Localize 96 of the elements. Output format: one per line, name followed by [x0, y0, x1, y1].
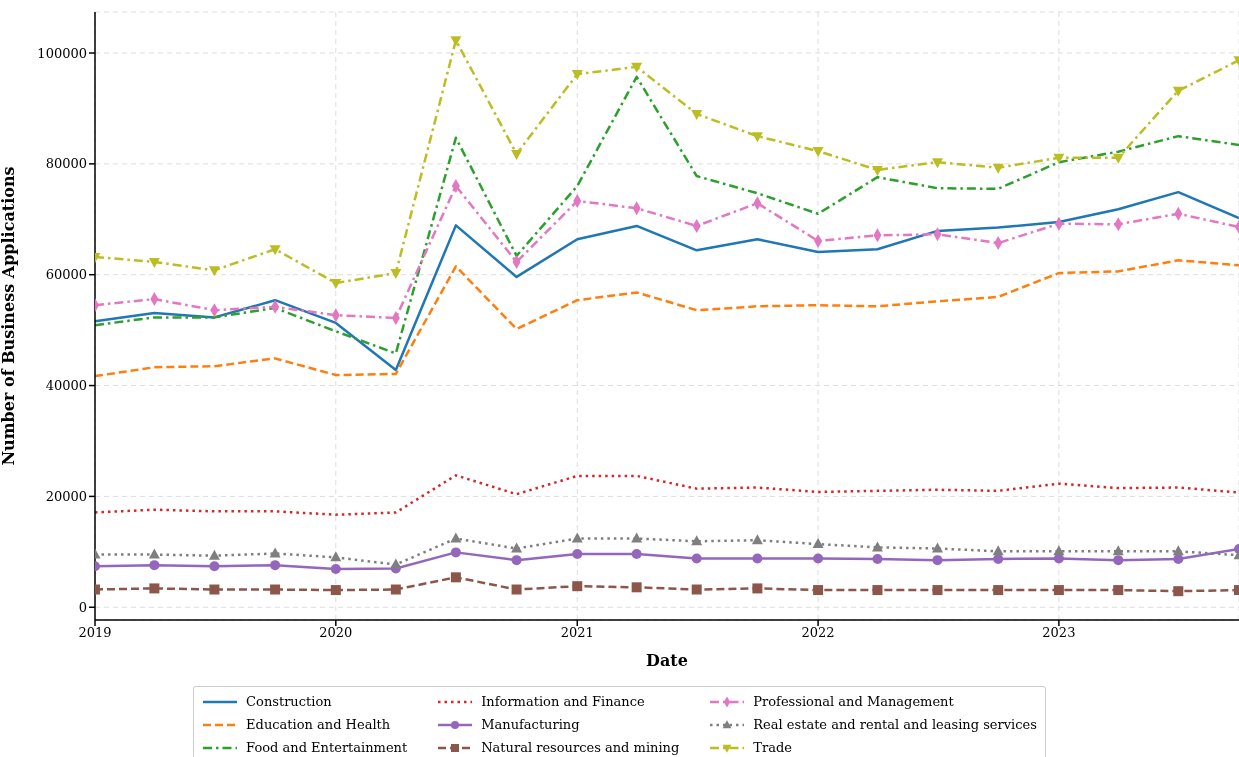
- point: [450, 532, 462, 543]
- point: [571, 532, 583, 543]
- point: [450, 36, 462, 47]
- point: [148, 548, 160, 559]
- point: [691, 535, 703, 546]
- point: [751, 534, 763, 545]
- point: [1113, 555, 1124, 566]
- point: [270, 584, 281, 595]
- line-series: [95, 474, 1239, 516]
- point: [871, 541, 883, 552]
- point: [1173, 554, 1184, 565]
- point: [511, 542, 523, 553]
- point: [269, 547, 281, 558]
- point: [631, 582, 642, 593]
- point: [511, 555, 522, 566]
- line-series: [95, 259, 1239, 378]
- y-tick-label: 60000: [45, 267, 87, 283]
- point: [511, 584, 522, 595]
- legend-label: Food and Entertainment: [246, 740, 408, 755]
- x-tick-label: 2020: [319, 625, 353, 641]
- point: [992, 163, 1004, 174]
- point: [631, 532, 643, 543]
- point: [1173, 586, 1184, 597]
- point: [993, 554, 1004, 565]
- point: [872, 585, 883, 596]
- point: [269, 245, 281, 256]
- point: [390, 584, 401, 595]
- point: [149, 560, 160, 571]
- point: [691, 584, 702, 595]
- legend-label: Construction: [246, 694, 332, 709]
- legend-label: Manufacturing: [481, 717, 580, 732]
- point: [330, 551, 342, 562]
- point: [932, 158, 943, 169]
- legend-label: Real estate and rental and leasing services: [753, 717, 1037, 732]
- y-tick-label: 0: [78, 599, 87, 615]
- point: [1053, 545, 1065, 556]
- point: [1172, 86, 1184, 97]
- point: [450, 547, 461, 558]
- point: [1112, 545, 1124, 556]
- point: [812, 147, 824, 158]
- point: [1172, 545, 1184, 556]
- legend-label: Trade: [753, 740, 792, 755]
- point: [932, 555, 943, 566]
- point: [148, 257, 160, 268]
- legend-label: Information and Finance: [481, 694, 645, 709]
- point: [631, 549, 642, 560]
- point: [330, 585, 341, 596]
- point: [208, 266, 220, 277]
- point: [751, 132, 763, 143]
- point: [209, 561, 220, 572]
- y-axis-title: Number of Business Applications: [0, 166, 18, 466]
- point: [871, 165, 883, 176]
- x-tick-label: 2022: [801, 625, 835, 641]
- x-tick-label: 2023: [1042, 625, 1076, 641]
- line-series: [95, 190, 1239, 372]
- y-tick-label: 100000: [37, 45, 87, 61]
- x-axis-title: Date: [646, 651, 688, 670]
- point: [208, 549, 220, 560]
- point: [932, 542, 943, 553]
- point: [932, 585, 943, 596]
- x-tick-label: 2019: [78, 625, 112, 641]
- point: [993, 585, 1004, 596]
- point: [1113, 585, 1124, 596]
- line-series: [95, 75, 1239, 355]
- x-tick-label: 2021: [560, 625, 594, 641]
- point: [812, 538, 824, 549]
- point: [330, 564, 341, 575]
- point: [572, 581, 583, 592]
- point: [390, 558, 402, 569]
- legend-label: Education and Health: [246, 717, 391, 732]
- point: [330, 279, 342, 290]
- point: [270, 560, 281, 571]
- point: [571, 70, 583, 81]
- point: [631, 62, 643, 73]
- y-tick-label: 20000: [45, 489, 87, 505]
- point: [992, 545, 1004, 556]
- point: [209, 584, 220, 595]
- point: [813, 553, 824, 564]
- point: [691, 553, 702, 564]
- point: [390, 269, 402, 280]
- point: [1053, 153, 1065, 164]
- y-tick-label: 40000: [45, 378, 87, 394]
- point: [1053, 585, 1064, 596]
- point: [752, 583, 763, 594]
- legend-label: Professional and Management: [753, 694, 954, 709]
- point: [572, 549, 583, 560]
- legend-label: Natural resources and mining: [481, 740, 680, 755]
- point: [149, 583, 160, 594]
- point: [450, 572, 461, 583]
- point: [813, 585, 824, 596]
- y-tick-label: 80000: [45, 156, 87, 172]
- point: [872, 554, 883, 565]
- point: [511, 149, 523, 160]
- point: [1112, 153, 1124, 164]
- point: [752, 553, 763, 564]
- point: [691, 109, 703, 120]
